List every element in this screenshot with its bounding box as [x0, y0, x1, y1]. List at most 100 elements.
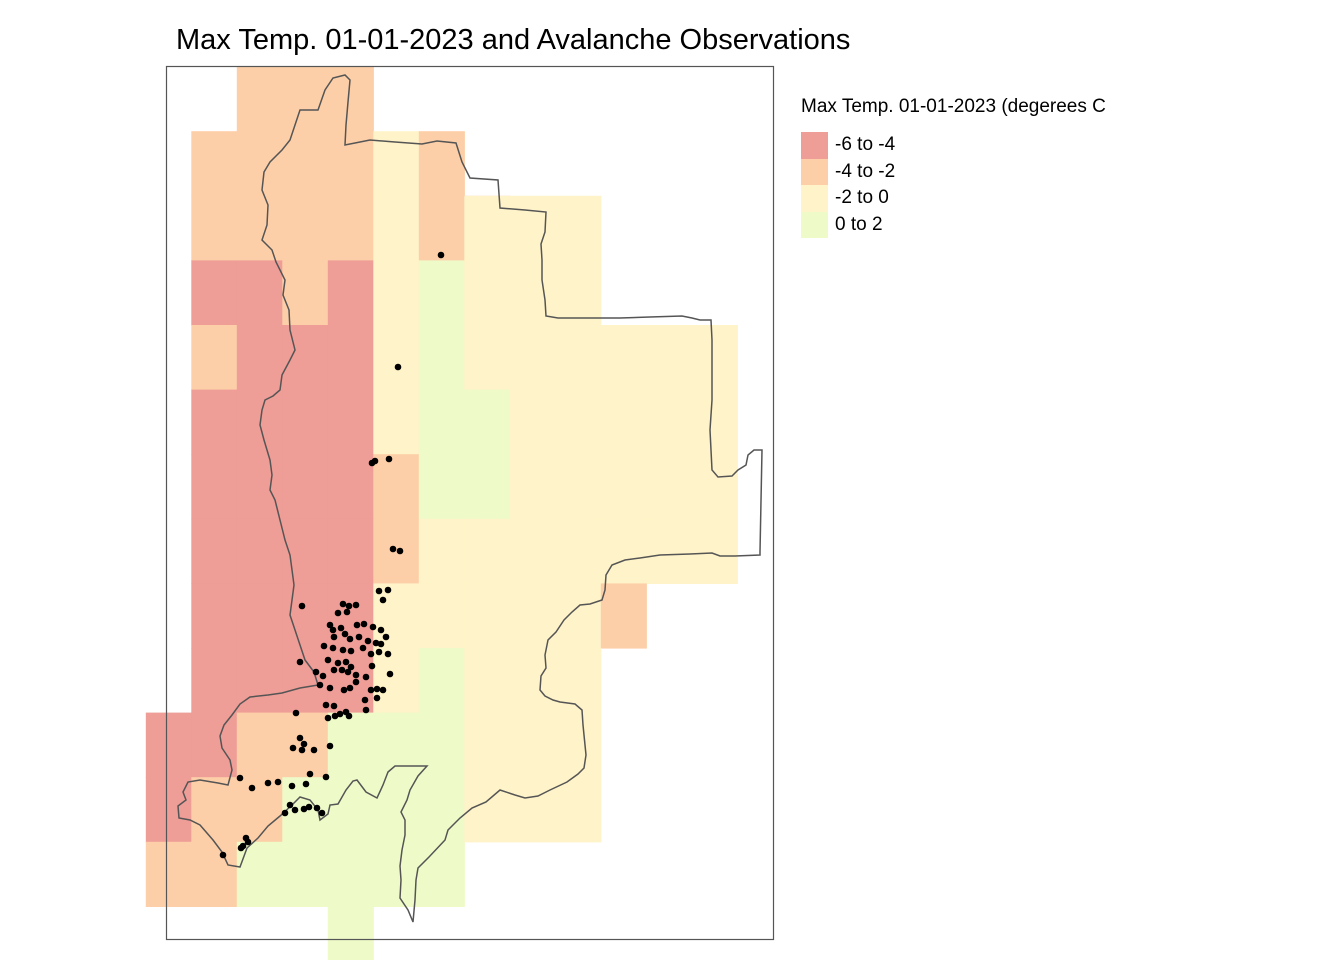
avalanche-observation-point	[322, 773, 330, 781]
raster-cell	[418, 518, 465, 584]
avalanche-observation-point	[375, 587, 383, 595]
raster-cell	[282, 648, 329, 714]
raster-cell	[236, 260, 283, 326]
avalanche-observation-point	[342, 658, 350, 666]
raster-cell	[236, 583, 283, 649]
avalanche-observation-point	[326, 742, 334, 750]
legend-swatch	[801, 158, 828, 185]
raster-cell	[555, 518, 602, 584]
avalanche-observation-point	[274, 778, 282, 786]
raster-cell	[464, 389, 511, 455]
avalanche-observation-point	[288, 782, 296, 790]
avalanche-observation-point	[345, 602, 353, 610]
raster-cell	[600, 454, 647, 520]
avalanche-observation-point	[334, 609, 342, 617]
avalanche-observation-point	[324, 656, 332, 664]
raster-cell	[464, 518, 511, 584]
raster-cell	[464, 195, 511, 261]
raster-cell	[191, 195, 238, 261]
raster-cell	[327, 389, 374, 455]
raster-cell	[509, 518, 556, 584]
avalanche-observation-point	[346, 635, 354, 643]
raster-cell	[418, 841, 465, 907]
raster-cell	[236, 325, 283, 391]
avalanche-observation-point	[320, 642, 328, 650]
avalanche-observation-point	[352, 671, 360, 679]
raster-cell	[282, 518, 329, 584]
raster-cell	[600, 518, 647, 584]
avalanche-observation-point	[237, 844, 245, 852]
raster-cell	[191, 518, 238, 584]
raster-cell	[282, 454, 329, 520]
avalanche-observation-point	[361, 696, 369, 704]
avalanche-observation-point	[296, 734, 304, 742]
legend-swatch	[801, 211, 828, 238]
raster-cell	[282, 389, 329, 455]
avalanche-observation-point	[384, 586, 392, 594]
raster-cell	[236, 841, 283, 907]
raster-cell	[509, 389, 556, 455]
avalanche-observation-point	[339, 646, 347, 654]
raster-cell	[555, 777, 602, 843]
raster-cell	[600, 325, 647, 391]
raster-cell	[191, 131, 238, 197]
avalanche-observation-point	[379, 686, 387, 694]
avalanche-observation-point	[334, 659, 342, 667]
raster-cell	[191, 712, 238, 778]
raster-cell	[691, 454, 738, 520]
avalanche-observation-point	[298, 602, 306, 610]
raster-cell	[646, 389, 693, 455]
avalanche-observation-point	[312, 668, 320, 676]
raster-cell	[464, 712, 511, 778]
raster-cell	[236, 648, 283, 714]
raster-cell	[327, 841, 374, 907]
avalanche-observation-point	[364, 637, 372, 645]
raster-cell	[509, 454, 556, 520]
avalanche-observation-point	[324, 714, 332, 722]
avalanche-observation-point	[264, 779, 272, 787]
legend: Max Temp. 01-01-2023 (degerees C -6 to -…	[801, 96, 1106, 238]
raster-cell	[509, 777, 556, 843]
raster-cell	[464, 648, 511, 714]
avalanche-observation-point	[289, 744, 297, 752]
avalanche-observation-point	[330, 702, 338, 710]
raster-cell	[373, 454, 420, 520]
legend-label: -2 to 0	[835, 187, 889, 209]
raster-cell	[691, 518, 738, 584]
raster-cell	[373, 583, 420, 649]
avalanche-observation-point	[305, 803, 313, 811]
avalanche-observation-point	[316, 681, 324, 689]
avalanche-observation-point	[306, 770, 314, 778]
avalanche-observation-point	[337, 624, 345, 632]
raster-cell	[555, 712, 602, 778]
avalanche-observation-point	[331, 712, 339, 720]
avalanche-observation-point	[318, 809, 326, 817]
map-frame	[165, 65, 775, 941]
avalanche-observation-point	[352, 601, 360, 609]
raster-cell	[373, 260, 420, 326]
raster-cell	[282, 325, 329, 391]
raster-cell	[464, 583, 511, 649]
raster-cell	[509, 583, 556, 649]
raster-cell	[464, 454, 511, 520]
avalanche-observation-point	[386, 670, 394, 678]
raster-cell	[191, 648, 238, 714]
avalanche-observation-point	[322, 701, 330, 709]
avalanche-observation-point	[373, 694, 381, 702]
legend-item: -2 to 0	[801, 185, 1106, 212]
raster-cell	[327, 195, 374, 261]
raster-cell	[418, 325, 465, 391]
avalanche-observation-point	[362, 673, 370, 681]
raster-cell	[464, 260, 511, 326]
raster-cell	[327, 712, 374, 778]
avalanche-observation-point	[236, 774, 244, 782]
avalanche-observation-point	[362, 706, 370, 714]
raster-cell	[327, 131, 374, 197]
raster-cell	[555, 325, 602, 391]
legend-title: Max Temp. 01-01-2023 (degerees C	[801, 96, 1106, 117]
avalanche-observation-point	[385, 455, 393, 463]
raster-cell	[191, 389, 238, 455]
avalanche-observation-point	[353, 621, 361, 629]
raster-cell	[646, 454, 693, 520]
